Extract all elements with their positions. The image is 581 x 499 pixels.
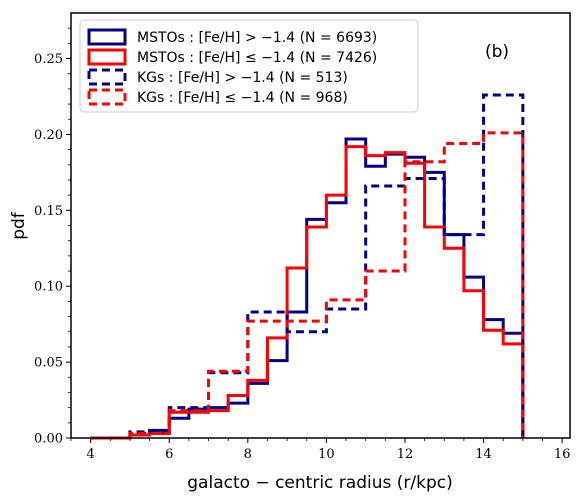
y-axis-label: pdf (9, 211, 29, 240)
y-tick-label: 0.25 (34, 52, 63, 67)
legend-entry-label: KGs : [Fe/H] > −1.4 (N = 513) (137, 70, 348, 86)
legend-entry-label: KGs : [Fe/H] ≤ −1.4 (N = 968) (137, 90, 348, 106)
y-tick-label: 0.05 (34, 356, 63, 371)
x-tick-label: 8 (244, 447, 252, 462)
x-axis-label: galacto − centric radius (r/kpc) (187, 473, 452, 493)
legend-entry-label: MSTOs : [Fe/H] ≤ −1.4 (N = 7426) (137, 50, 377, 66)
plot-series-group (90, 93, 525, 440)
x-tick-label: 14 (475, 447, 492, 462)
legend-swatch (87, 68, 127, 86)
legend-swatch (87, 28, 127, 46)
histogram-series-3 (90, 131, 525, 440)
x-tick-label: 6 (165, 447, 173, 462)
y-tick-label: 0.20 (34, 128, 63, 143)
x-tick-label: 16 (554, 447, 571, 462)
x-tick-label: 12 (397, 447, 414, 462)
histogram-series-2 (90, 93, 525, 440)
legend-swatch (87, 88, 127, 106)
legend-swatch (87, 48, 127, 66)
legend-entry-label: MSTOs : [Fe/H] > −1.4 (N = 6693) (137, 30, 377, 46)
x-tick-label: 4 (87, 447, 95, 462)
y-tick-label: 0.10 (34, 280, 63, 295)
x-tick-label: 10 (318, 447, 335, 462)
panel-label: (b) (485, 42, 509, 62)
y-tick-label: 0.15 (34, 204, 63, 219)
legend-box (79, 19, 419, 113)
x-axis: 4 6 8 10 12 14 16 (70, 438, 571, 462)
y-axis: 0.00 0.05 0.10 0.15 0.20 0.25 (34, 27, 71, 447)
legend: MSTOs : [Fe/H] > −1.4 (N = 6693) MSTOs : … (79, 19, 419, 113)
histogram-series-0 (90, 137, 525, 440)
y-tick-label: 0.00 (34, 432, 63, 447)
